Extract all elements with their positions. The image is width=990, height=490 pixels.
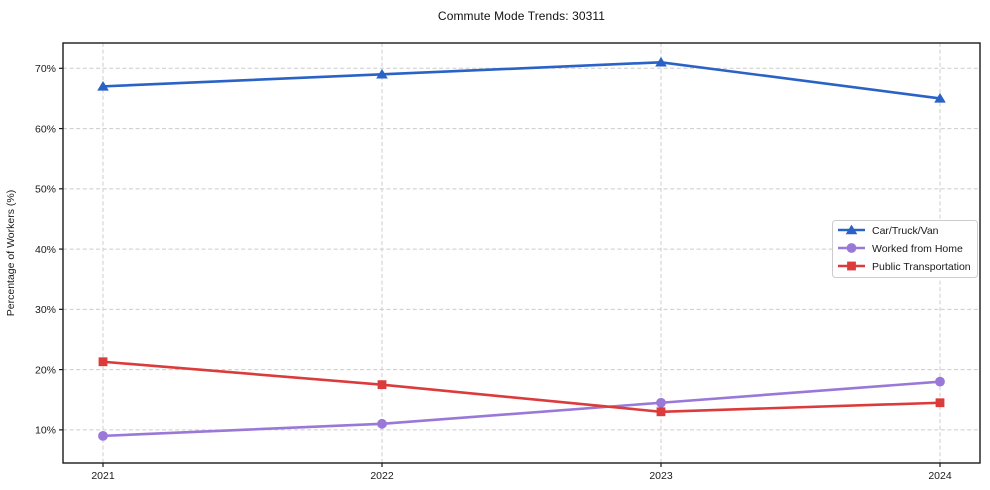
series-marker-worked-from-home [935, 376, 945, 387]
x-tick-label: 2024 [928, 470, 952, 482]
series-line-car-truck-van [101, 60, 942, 100]
legend-circle-icon [846, 243, 857, 253]
series-marker-car-truck-van [934, 93, 946, 103]
legend-box [832, 220, 978, 278]
series-marker-worked-from-home [656, 397, 666, 408]
series-marker-car-truck-van [97, 80, 109, 91]
legend-label-public-transportation: Public Transportation [872, 261, 971, 273]
legend-square-icon [847, 261, 856, 271]
y-tick-label: 20% [35, 364, 56, 376]
x-tick-label: 2023 [649, 470, 673, 482]
series-line-public-transportation [101, 360, 942, 414]
y-tick-label: 10% [35, 425, 56, 437]
x-tick-label: 2021 [91, 470, 115, 482]
y-tick-label: 60% [35, 123, 56, 135]
series-marker-worked-from-home [98, 430, 108, 441]
legend-label-worked-from-home: Worked from Home [872, 243, 963, 255]
chart-title: Commute Mode Trends: 30311 [437, 9, 606, 23]
series-line-worked-from-home [101, 380, 942, 438]
series-marker-car-truck-van [655, 56, 667, 67]
y-tick-label: 40% [35, 244, 56, 256]
series-marker-public-transportation [935, 398, 945, 408]
series-marker-public-transportation [377, 380, 387, 390]
series-marker-car-truck-van [376, 68, 388, 79]
y-tick-label: 30% [35, 304, 56, 316]
x-tick-label: 2022 [370, 470, 394, 482]
series-marker-public-transportation [98, 357, 108, 367]
series-marker-worked-from-home [377, 418, 387, 429]
y-tick-label: 70% [35, 63, 56, 75]
y-axis-label: Percentage of Workers (%) [5, 190, 17, 316]
legend-triangle-icon [845, 224, 858, 235]
series-marker-public-transportation [656, 407, 666, 417]
legend-label-car-truck-van: Car/Truck/Van [872, 225, 939, 237]
y-tick-label: 50% [35, 184, 56, 196]
plot-frame [62, 42, 981, 464]
